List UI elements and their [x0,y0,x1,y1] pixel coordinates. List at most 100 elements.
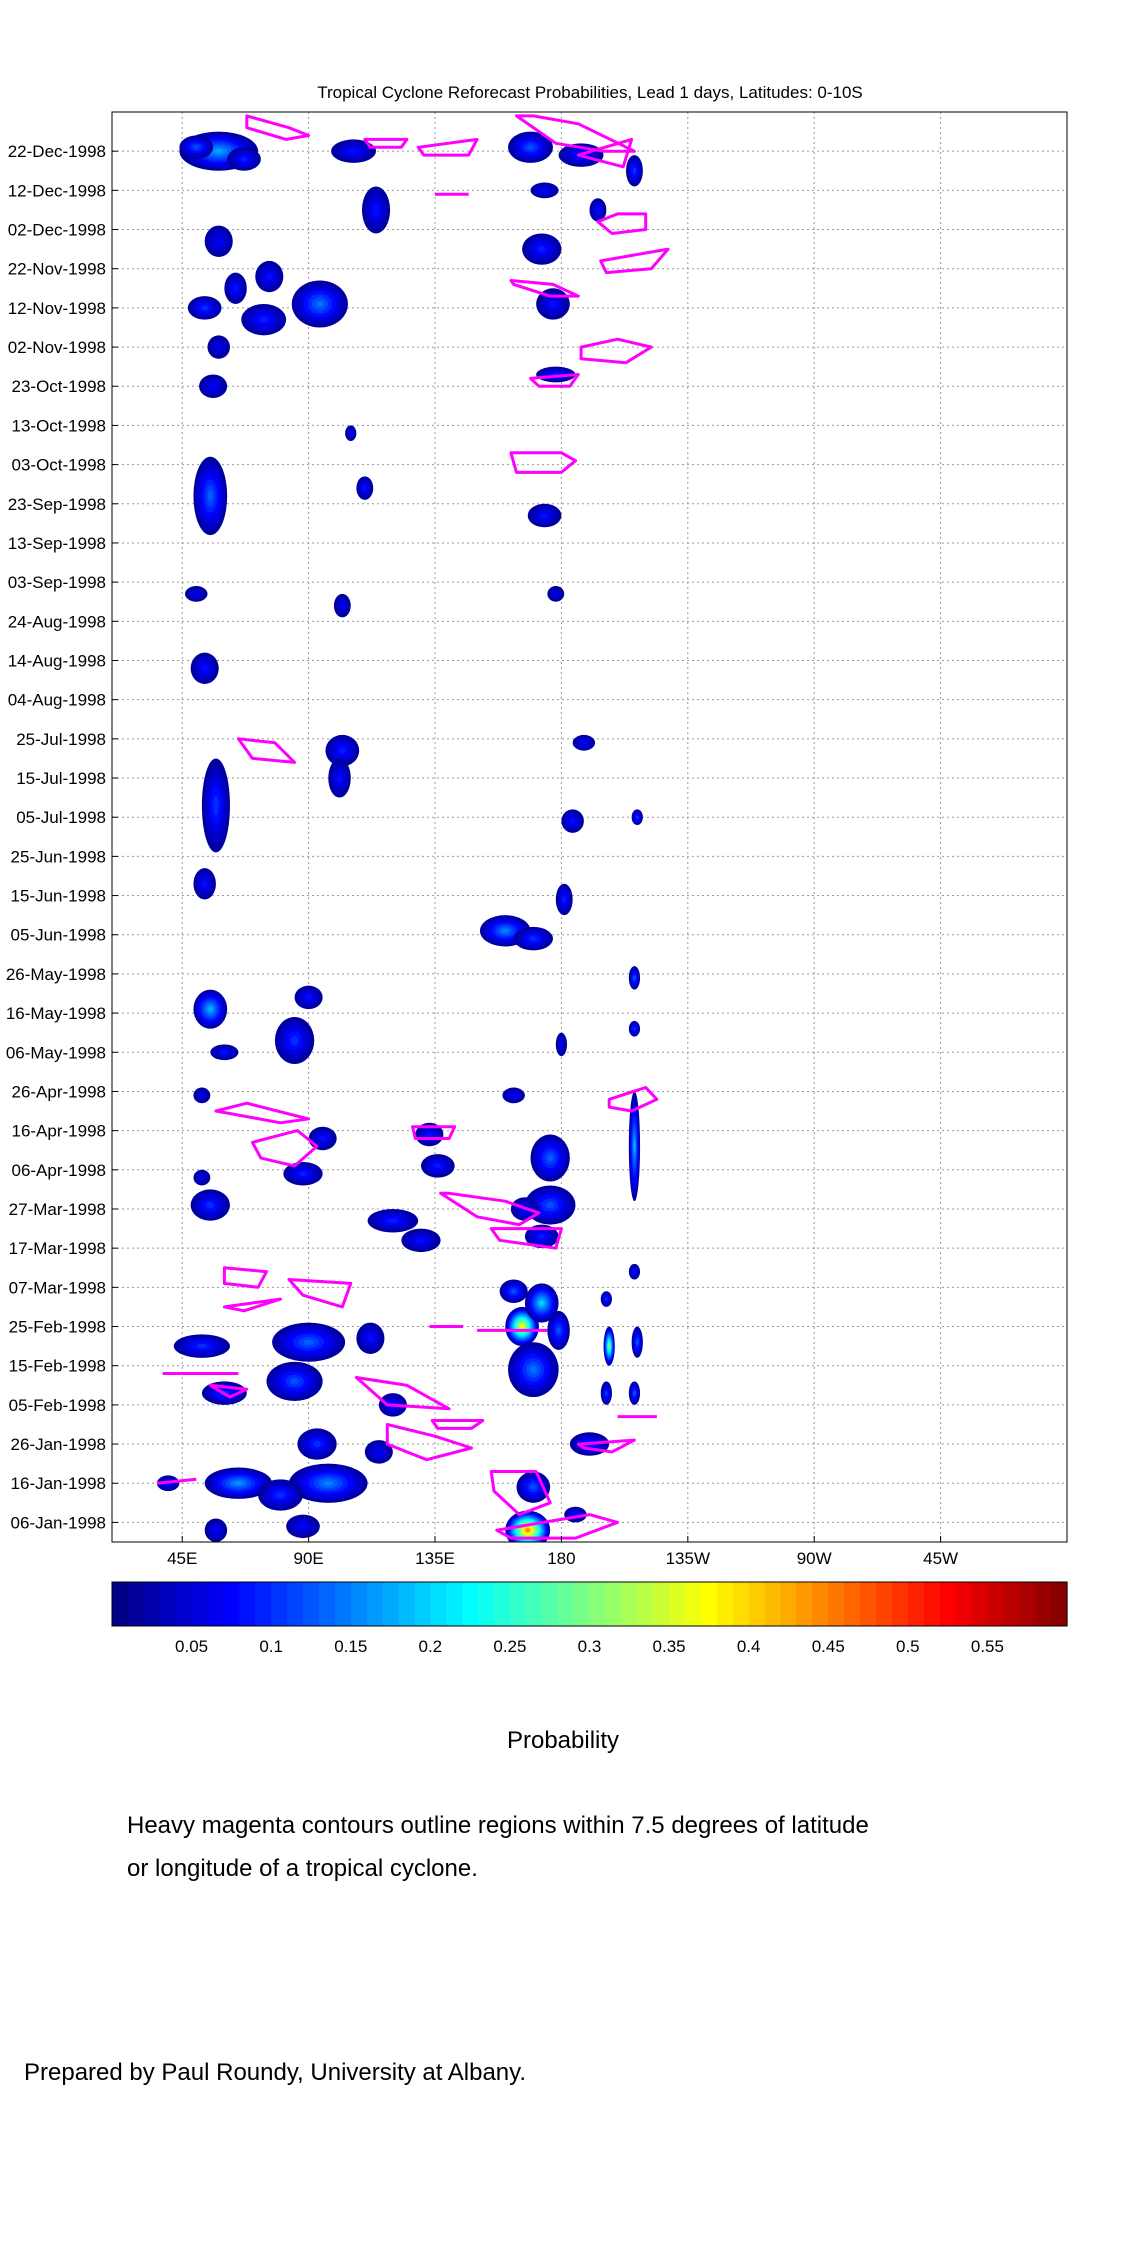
probability-level [206,1201,215,1209]
x-tick-label: 135W [666,1549,710,1568]
cyclone-contour [250,1129,319,1168]
colorbar-tick-label: 0.4 [737,1637,761,1656]
probability-level [214,149,224,154]
probability-blob [420,1154,455,1178]
probability-blob [297,1428,337,1460]
y-tick-label: 16-Jan-1998 [11,1474,106,1493]
x-tick-label: 45E [167,1549,197,1568]
probability-level [552,591,559,597]
colorbar-swatch [923,1582,941,1626]
probability-level [193,145,200,150]
colorbar-swatch [303,1582,320,1626]
cyclone-contour [363,137,409,149]
probability-blob [345,425,357,442]
probability-blob [547,1310,570,1351]
probability-level [289,1378,300,1385]
probability-blob [530,1134,570,1182]
probability-level [526,144,535,150]
probability-blob [367,1208,419,1233]
y-tick-label: 22-Dec-1998 [8,142,106,161]
probability-level [569,818,576,825]
probability-level [632,1027,636,1031]
y-tick-label: 03-Oct-1998 [12,456,107,475]
colorbar-swatch [605,1582,622,1626]
colorbar-frame [111,1581,1068,1627]
cyclone-contour [509,279,580,298]
colorbar: 0.05 0.1 0.15 0.2 0.25 0.3 0.35 0.4 0.45 0.5 0.55 [111,1581,1068,1656]
probability-blob [600,1291,612,1307]
colorbar-swatch [143,1582,161,1626]
probability-blob [516,1471,551,1503]
probability-level [559,1040,564,1049]
probability-level [201,879,208,888]
probability-blob [204,1518,228,1542]
probability-field [156,131,643,1542]
caption-line-1: Heavy magenta contours outline regions w… [127,1812,869,1839]
probability-blob [364,1440,393,1464]
probability-level [209,383,217,390]
y-tick-label: 05-Feb-1998 [9,1396,106,1415]
probability-level [259,316,269,323]
cyclone-contour [529,373,580,388]
probability-level [607,1344,611,1348]
colorbar-swatch [987,1582,1004,1626]
colorbar-label: Probability [506,1727,620,1754]
probability-level [240,156,248,162]
probability-level [434,1163,442,1169]
colorbar-swatch [891,1582,909,1626]
probability-level [416,1237,426,1244]
probability-level [545,1201,555,1209]
colorbar-swatch [685,1582,702,1626]
plot-frame [111,111,1068,1543]
colorbar-swatch [796,1582,813,1626]
probability-blob [508,131,553,163]
probability-level [298,1523,308,1530]
probability-blob [555,883,573,916]
probability-level [192,591,201,597]
probability-level [372,204,380,216]
y-tick-label: 17-Mar-1998 [9,1239,106,1258]
probability-blob [193,1169,211,1186]
probability-level [201,664,209,673]
y-tick-label: 24-Aug-1998 [8,612,106,631]
colorbar-swatch [573,1582,591,1626]
probability-level [562,896,566,903]
probability-blob [258,1479,303,1511]
probability-blob [513,926,553,951]
probability-level [604,1390,608,1396]
colorbar-swatch [589,1582,607,1626]
probability-blob [572,734,596,751]
y-tick-label: 25-Jun-1998 [11,847,106,866]
probability-level [510,1093,517,1098]
probability-level [201,305,209,311]
x-axis: 45E 90E 135E 180 135W 90W 45W [167,1536,958,1568]
cyclone-contour [236,737,297,764]
probability-blob [628,966,641,990]
probability-level [635,815,639,819]
cyclone-contour [489,1227,563,1250]
cyclone-contour [222,1297,282,1313]
cyclone-contour [430,1419,485,1430]
cyclone-contour [596,212,648,235]
probability-level [581,740,587,745]
probability-blob [204,1467,273,1499]
y-tick-label: 27-Mar-1998 [9,1200,106,1219]
colorbar-swatch [764,1582,782,1626]
probability-level [632,1140,636,1153]
probability-blob [530,182,559,199]
probability-blob [255,260,284,293]
colorbar-swatch [287,1582,304,1626]
probability-blob [199,374,228,398]
y-tick-label: 12-Nov-1998 [8,299,106,318]
probability-blob [401,1228,441,1253]
y-tick-label: 16-May-1998 [6,1004,106,1023]
probability-level [303,1339,314,1345]
probability-blob [193,868,216,900]
probability-blob [626,155,643,187]
x-tick-label: 135E [415,1549,455,1568]
colorbar-swatch [812,1582,829,1626]
probability-level [526,1528,530,1532]
colorbar-swatch [748,1582,766,1626]
credit-text: Prepared by Paul Roundy, University at A… [24,2059,527,2086]
